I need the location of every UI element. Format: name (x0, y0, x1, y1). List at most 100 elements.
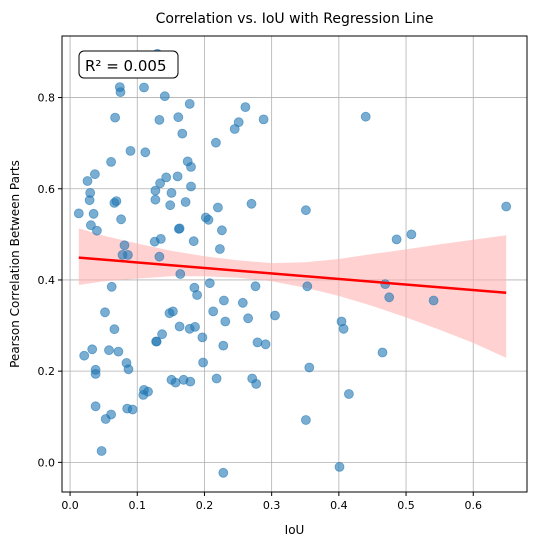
data-point (140, 147, 151, 158)
data-point (174, 223, 185, 234)
data-point (109, 324, 120, 335)
data-point (90, 368, 101, 379)
data-point (180, 197, 191, 207)
data-point (197, 332, 208, 343)
data-point (428, 295, 439, 306)
data-point (155, 178, 166, 189)
data-point (216, 225, 227, 236)
data-point (384, 292, 395, 303)
data-point (218, 340, 229, 351)
data-point (157, 329, 168, 340)
x-tick-label: 0.3 (263, 499, 281, 512)
data-point (204, 278, 215, 289)
data-point (92, 225, 102, 236)
data-point (251, 378, 262, 389)
data-point (87, 344, 98, 355)
data-point (150, 194, 161, 205)
data-point (111, 196, 122, 207)
data-point (300, 415, 311, 425)
data-point (106, 281, 117, 292)
data-point (252, 337, 263, 348)
data-point (246, 198, 257, 209)
data-point (220, 316, 231, 327)
data-point (167, 306, 178, 317)
confidence-band (78, 228, 507, 358)
data-point (90, 169, 100, 180)
data-point (212, 202, 223, 213)
data-point (211, 373, 222, 384)
r2-label: R² = 0.005 (85, 57, 166, 75)
data-point (90, 401, 101, 412)
r2-box (78, 50, 179, 79)
data-point (177, 128, 188, 139)
data-point (210, 137, 221, 148)
data-point (154, 251, 165, 262)
x-tick-label: 0.0 (61, 499, 79, 512)
data-point (233, 117, 244, 128)
x-tick-label: 0.4 (330, 499, 348, 512)
data-point (250, 281, 261, 292)
y-tick-label: 0.6 (38, 183, 56, 196)
data-point (106, 409, 116, 420)
chart-title: Correlation vs. IoU with Regression Line (156, 11, 434, 27)
data-point (338, 323, 349, 334)
data-point (258, 114, 269, 125)
data-point (343, 389, 354, 399)
data-point (300, 205, 311, 216)
data-point (100, 307, 110, 318)
regression-line (78, 256, 507, 294)
data-point (79, 350, 90, 361)
data-point (123, 364, 134, 375)
data-point (184, 99, 195, 109)
x-axis-label: IoU (285, 523, 305, 537)
x-tick-label: 0.5 (397, 499, 415, 512)
data-point (139, 82, 149, 93)
data-point (123, 249, 133, 260)
data-point (391, 234, 402, 245)
data-point (106, 156, 116, 167)
data-point (198, 357, 209, 368)
data-point (304, 362, 315, 373)
data-point (113, 346, 124, 357)
data-point (161, 172, 172, 183)
data-point (270, 310, 280, 321)
data-point (188, 236, 199, 247)
ticks: 0.0 0.1 0.2 0.3 0.4 0.5 0.6 0.0 0.2 0.4 0.6 0.8 (38, 92, 482, 512)
confidence-band-layer (78, 228, 507, 358)
data-point (203, 214, 214, 225)
x-tick-label: 0.6 (464, 499, 482, 512)
data-point (96, 446, 107, 456)
data-point (377, 347, 388, 358)
data-point (218, 295, 229, 306)
data-point (110, 112, 120, 123)
data-point (119, 240, 130, 251)
data-point (334, 461, 345, 472)
y-tick-label: 0.2 (38, 365, 56, 378)
data-point (115, 87, 126, 97)
data-point (116, 214, 126, 225)
data-point (73, 208, 84, 219)
data-point (154, 115, 165, 125)
data-point (302, 281, 313, 292)
data-point (172, 171, 183, 182)
data-point (143, 386, 153, 397)
data-point (192, 290, 203, 300)
data-point (82, 176, 93, 186)
data-point (86, 220, 96, 231)
data-point (208, 306, 219, 317)
data-point (174, 321, 185, 332)
regression-line-layer (78, 256, 507, 294)
y-tick-label: 0.0 (38, 456, 56, 469)
plot-frame (61, 35, 528, 493)
data-point (240, 102, 251, 112)
points-layer (73, 48, 512, 478)
y-tick-label: 0.8 (38, 92, 56, 105)
data-point (406, 229, 417, 240)
data-point (104, 345, 114, 356)
data-point (237, 297, 248, 308)
data-point (88, 208, 99, 219)
data-point (125, 145, 136, 156)
data-point (260, 339, 271, 350)
data-point (186, 161, 196, 172)
